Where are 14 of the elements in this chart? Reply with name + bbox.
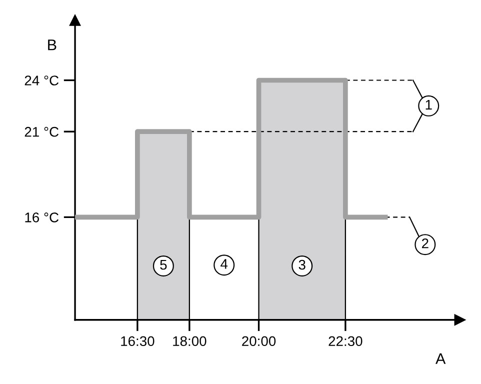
y-tick-label: 21 °C (24, 126, 59, 137)
x-tick-label: 20:00 (242, 336, 276, 346)
annotation: 1 (426, 100, 432, 110)
band-label: 3 (298, 260, 306, 270)
x-axis-title: A (436, 353, 446, 364)
y-tick-label: 24 °C (24, 76, 59, 86)
x-tick-label: 22:30 (328, 336, 362, 346)
y-axis-title: B (48, 40, 56, 50)
y-tick-label: 16 °C (25, 212, 59, 222)
annotation: 4 (220, 259, 228, 269)
band-label: 5 (160, 260, 167, 270)
annotation: 2 (422, 238, 428, 248)
x-tick-label: 16:30 (121, 336, 154, 346)
x-tick-label: 18:00 (173, 336, 206, 346)
